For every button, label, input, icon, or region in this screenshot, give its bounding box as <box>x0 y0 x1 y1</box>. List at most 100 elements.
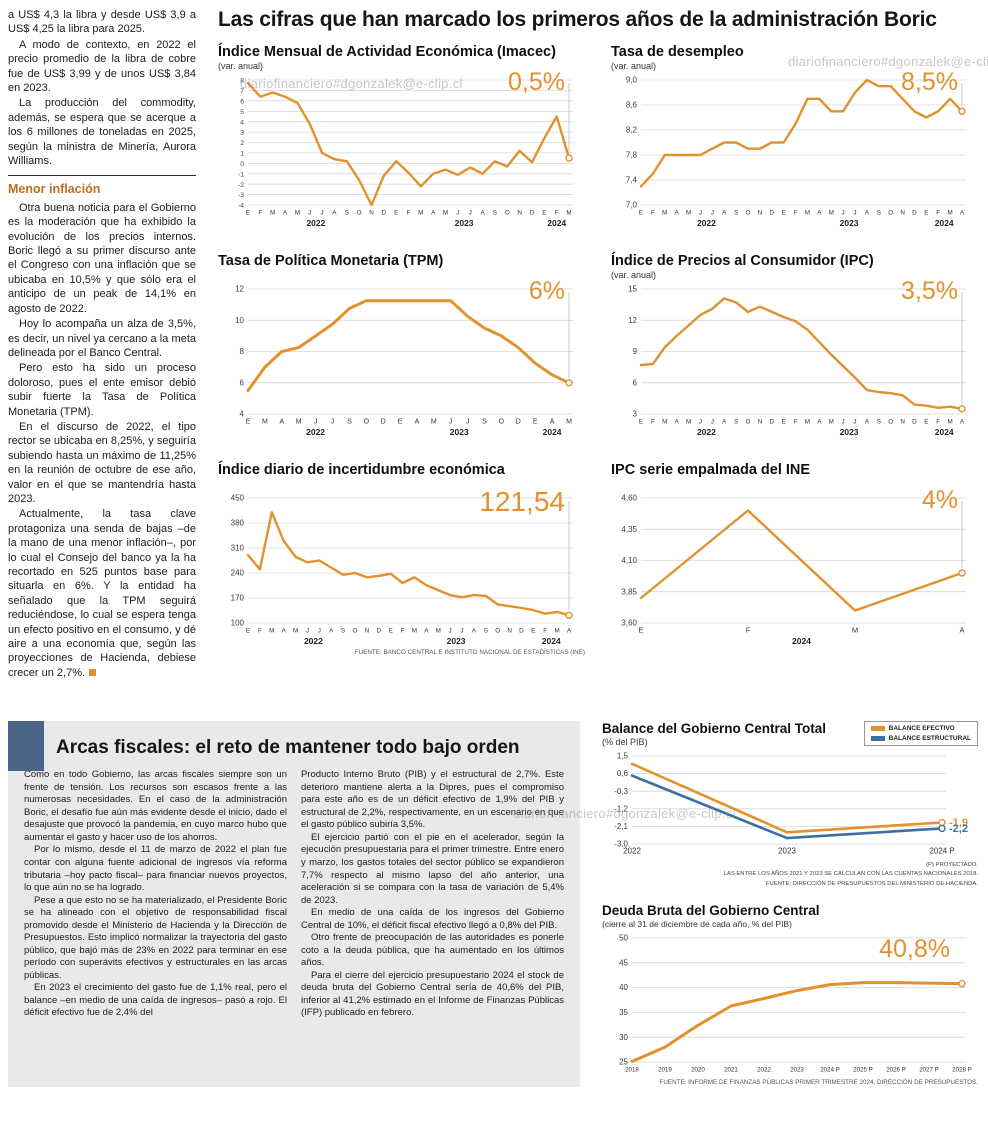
svg-text:N: N <box>900 419 905 426</box>
chart-notes: (P) PROYECTADO. LAS ENTRE LOS AÑOS 2021 … <box>602 861 978 888</box>
paragraph: En 2023 el crecimiento del gasto fue de … <box>24 982 287 1019</box>
svg-text:12: 12 <box>235 285 244 294</box>
svg-text:N: N <box>369 210 374 217</box>
fiscal-columns: Como en todo Gobierno, las arcas fiscale… <box>24 769 564 1020</box>
svg-text:-4: -4 <box>238 203 244 210</box>
svg-text:D: D <box>770 419 775 426</box>
svg-text:M: M <box>566 419 572 426</box>
svg-text:O: O <box>888 419 893 426</box>
title-accent-block <box>8 721 44 772</box>
chart-incertidumbre: Índice diario de incertidumbre económica… <box>218 462 585 657</box>
svg-text:O: O <box>888 210 893 217</box>
svg-text:2023: 2023 <box>840 427 859 437</box>
svg-text:A: A <box>282 628 287 635</box>
svg-text:M: M <box>805 210 810 217</box>
svg-text:D: D <box>770 210 775 217</box>
chart-value-label: 4% <box>921 486 958 514</box>
chart-value-label: 3,5% <box>901 277 958 305</box>
svg-text:2024 P: 2024 P <box>820 1066 840 1073</box>
chart-subtitle: (cierre al 31 de diciembre de cada año, … <box>602 918 792 929</box>
svg-text:A: A <box>817 419 822 426</box>
line-chart-incertidumbre: 450 380 310 240 170 100 E F M A M J J A S O N D E F M A M J J A S O… <box>218 491 585 647</box>
svg-text:12: 12 <box>628 316 637 325</box>
svg-text:2027 P: 2027 P <box>919 1066 939 1073</box>
svg-text:2024: 2024 <box>542 636 561 646</box>
svg-text:O: O <box>353 628 358 635</box>
svg-text:A: A <box>283 210 288 217</box>
svg-text:4: 4 <box>240 119 244 126</box>
svg-text:8: 8 <box>240 78 244 85</box>
svg-text:A: A <box>332 210 337 217</box>
svg-text:M: M <box>262 419 268 426</box>
chart-title: IPC serie empalmada del INE <box>611 462 811 478</box>
svg-text:S: S <box>877 419 881 426</box>
chart-ipc: Índice de Precios al Consumidor (IPC) (v… <box>611 253 978 448</box>
svg-text:A: A <box>865 419 870 426</box>
svg-text:4,10: 4,10 <box>621 556 637 565</box>
svg-text:M: M <box>947 210 952 217</box>
svg-text:F: F <box>936 210 940 217</box>
svg-text:M: M <box>554 628 559 635</box>
charts-grid: Índice Mensual de Actividad Económica (I… <box>208 44 978 657</box>
paragraph-group-inflation: Otra buena noticia para el Gobierno es l… <box>8 201 196 507</box>
line-chart-ipc: 15 12 9 6 3 E F M A M J J A S O N D E F M A M J J A S O N D E F M A 2022 2… <box>611 282 978 438</box>
chart-note: LAS ENTRE LOS AÑOS 2021 Y 2023 SE CALCUL… <box>723 871 978 878</box>
svg-text:N: N <box>900 210 905 217</box>
paragraph-text: Actualmente, la tasa clave protagoniza u… <box>8 508 196 679</box>
svg-text:6: 6 <box>633 378 638 387</box>
svg-text:O: O <box>499 419 505 426</box>
svg-text:2022: 2022 <box>306 427 325 437</box>
paragraph-group-copper: a US$ 4,3 la libra y desde US$ 3,9 a US$… <box>8 8 196 168</box>
section-subhead: Menor inflación <box>8 175 196 197</box>
svg-text:2024: 2024 <box>547 218 566 228</box>
chart-source <box>611 231 978 239</box>
svg-text:2022: 2022 <box>697 427 716 437</box>
svg-text:-0,3: -0,3 <box>614 787 628 796</box>
chart-title: Deuda Bruta del Gobierno Central <box>602 902 820 918</box>
fiscal-column-1: Como en todo Gobierno, las arcas fiscale… <box>24 769 287 1020</box>
chart-value-label: 121,54 <box>479 486 565 517</box>
legend-swatch <box>870 736 885 742</box>
svg-text:S: S <box>877 210 881 217</box>
chart-value-label: 40,8% <box>879 934 950 963</box>
svg-text:E: E <box>533 419 538 426</box>
svg-text:D: D <box>912 210 917 217</box>
paragraph: El ejercicio partió con el pie en el ace… <box>301 831 564 906</box>
svg-text:F: F <box>746 626 751 635</box>
svg-text:A: A <box>722 419 727 426</box>
svg-text:M: M <box>829 210 834 217</box>
svg-text:2021: 2021 <box>724 1066 738 1073</box>
svg-text:50: 50 <box>619 933 628 942</box>
paragraph: Producto Interno Bruto (PIB) y el estruc… <box>301 769 564 831</box>
svg-text:8,6: 8,6 <box>626 101 638 110</box>
svg-text:380: 380 <box>231 519 245 528</box>
svg-text:3,60: 3,60 <box>621 619 637 628</box>
svg-text:J: J <box>331 419 335 426</box>
svg-text:2028 P: 2028 P <box>952 1066 972 1073</box>
svg-text:A: A <box>415 419 420 426</box>
svg-text:M: M <box>295 210 300 217</box>
svg-text:2022: 2022 <box>306 218 325 228</box>
svg-text:E: E <box>639 419 643 426</box>
svg-text:M: M <box>431 419 437 426</box>
svg-text:A: A <box>472 628 477 635</box>
svg-text:3: 3 <box>240 130 244 137</box>
svg-text:2022: 2022 <box>757 1066 771 1073</box>
svg-text:M: M <box>947 419 952 426</box>
svg-text:J: J <box>449 419 453 426</box>
svg-text:J: J <box>699 419 702 426</box>
svg-text:2025 P: 2025 P <box>853 1066 873 1073</box>
svg-text:J: J <box>842 419 845 426</box>
svg-text:40: 40 <box>619 983 628 992</box>
svg-text:S: S <box>734 419 738 426</box>
svg-text:J: J <box>711 419 714 426</box>
svg-text:J: J <box>466 419 470 426</box>
paragraph: a US$ 4,3 la libra y desde US$ 3,9 a US$… <box>8 9 196 36</box>
svg-text:O: O <box>357 210 362 217</box>
svg-text:O: O <box>746 419 751 426</box>
paragraph: Otra buena noticia para el Gobierno es l… <box>8 201 196 315</box>
article-left-column: a US$ 4,3 la libra y desde US$ 3,9 a US$… <box>8 8 208 681</box>
svg-text:2024 P: 2024 P <box>929 847 954 856</box>
svg-text:E: E <box>531 628 535 635</box>
